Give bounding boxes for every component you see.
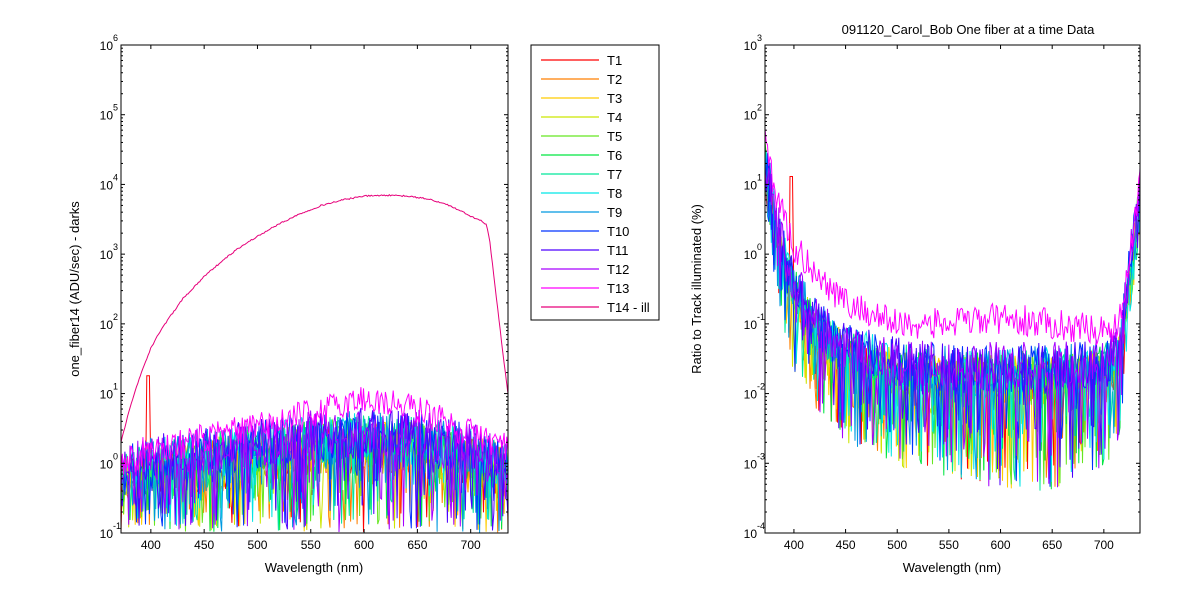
left-plot: 400 450 500 550 600 650 700 10-110010110210310… — [67, 33, 509, 575]
y-tick-label-exponent: 0 — [113, 451, 118, 461]
legend-label: T1 — [607, 53, 622, 68]
right-y-axis-label: Ratio to Track illuminated (%) — [689, 204, 704, 374]
x-tick-label: 700 — [461, 538, 481, 552]
x-tick-label: 500 — [887, 538, 907, 552]
right-plot-series — [765, 128, 1140, 491]
x-tick-label: 650 — [1042, 538, 1062, 552]
y-tick-label-base: 10 — [744, 527, 758, 541]
y-tick-label-exponent: 4 — [113, 172, 118, 182]
y-tick-label-base: 10 — [100, 39, 114, 53]
y-tick-label-base: 10 — [744, 39, 758, 53]
y-tick-label-exponent: 3 — [757, 33, 762, 43]
left-plot-frame — [120, 44, 509, 534]
left-x-ticks: 400 450 500 550 600 650 700 — [141, 45, 481, 552]
series-line-t13 — [121, 387, 508, 479]
y-tick-label-base: 10 — [100, 109, 114, 123]
legend-label: T6 — [607, 148, 622, 163]
legend-label: T3 — [607, 91, 622, 106]
x-tick-label: 600 — [991, 538, 1011, 552]
y-tick-label-exponent: 3 — [113, 242, 118, 252]
y-tick-label-base: 10 — [744, 178, 758, 192]
x-tick-label: 600 — [354, 538, 374, 552]
y-tick-label-base: 10 — [744, 457, 758, 471]
legend-label: T13 — [607, 281, 629, 296]
y-tick-label-exponent: -4 — [757, 521, 765, 531]
x-tick-label: 700 — [1094, 538, 1114, 552]
left-y-axis-label: one_fiber14 (ADU/sec) - darks — [67, 201, 82, 377]
y-tick-label-base: 10 — [100, 457, 114, 471]
y-tick-label-exponent: 2 — [113, 312, 118, 322]
y-tick-label-exponent: 0 — [757, 242, 762, 252]
right-plot-frame — [764, 44, 1141, 534]
legend-label: T10 — [607, 224, 629, 239]
y-tick-label-base: 10 — [744, 318, 758, 332]
y-tick-label-base: 10 — [744, 109, 758, 123]
y-tick-label-exponent: 1 — [757, 172, 762, 182]
legend-label: T7 — [607, 167, 622, 182]
left-plot-series — [121, 194, 508, 533]
y-tick-label-exponent: 1 — [113, 382, 118, 392]
y-tick-label-base: 10 — [100, 248, 114, 262]
legend-label: T9 — [607, 205, 622, 220]
legend-label: T4 — [607, 110, 622, 125]
y-tick-label-base: 10 — [744, 248, 758, 262]
series-line-t12 — [121, 409, 508, 533]
y-tick-label-base: 10 — [100, 318, 114, 332]
y-tick-label-base: 10 — [100, 178, 114, 192]
legend-label: T2 — [607, 72, 622, 87]
right-x-axis-label: Wavelength (nm) — [903, 560, 1002, 575]
legend-label: T8 — [607, 186, 622, 201]
legend-label: T11 — [607, 243, 628, 258]
x-tick-label: 400 — [784, 538, 804, 552]
y-tick-label-exponent: 2 — [757, 103, 762, 113]
y-tick-label-base: 10 — [100, 527, 114, 541]
legend-label: T12 — [607, 262, 629, 277]
legend-box — [530, 44, 660, 321]
x-tick-label: 500 — [247, 538, 267, 552]
y-tick-label-exponent: -1 — [757, 312, 765, 322]
y-tick-label-exponent: -3 — [757, 451, 765, 461]
series-line-t12 — [765, 167, 1140, 488]
legend: T1 T2 T3 T4 T5 T6 T7 T8 T9 T10 T11 T12 T13 T14 - ill — [530, 44, 660, 321]
y-tick-label-exponent: -2 — [757, 382, 765, 392]
legend-label: T5 — [607, 129, 622, 144]
series-line-t14-ill — [121, 194, 508, 443]
series-line-t13 — [765, 128, 1140, 346]
y-tick-label-exponent: 6 — [113, 33, 118, 43]
x-tick-label: 650 — [407, 538, 427, 552]
right-chart-title: 091120_Carol_Bob One fiber at a time Dat… — [842, 22, 1095, 37]
left-x-axis-label: Wavelength (nm) — [265, 560, 364, 575]
y-tick-label-exponent: 5 — [113, 103, 118, 113]
x-tick-label: 550 — [939, 538, 959, 552]
x-tick-label: 550 — [301, 538, 321, 552]
x-tick-label: 450 — [836, 538, 856, 552]
y-tick-label-exponent: -1 — [113, 521, 121, 531]
y-tick-label-base: 10 — [100, 388, 114, 402]
x-tick-label: 400 — [141, 538, 161, 552]
y-tick-label-base: 10 — [744, 388, 758, 402]
right-x-ticks: 400 450 500 550 600 650 700 — [784, 45, 1114, 552]
legend-items: T1 T2 T3 T4 T5 T6 T7 T8 T9 T10 T11 T12 T13 T14 - ill — [541, 53, 650, 315]
legend-label: T14 - ill — [607, 300, 650, 315]
series-line-t8 — [121, 413, 508, 526]
x-tick-label: 450 — [194, 538, 214, 552]
right-plot: 400 450 500 550 600 650 700 10-410-310-210-110… — [689, 22, 1141, 575]
